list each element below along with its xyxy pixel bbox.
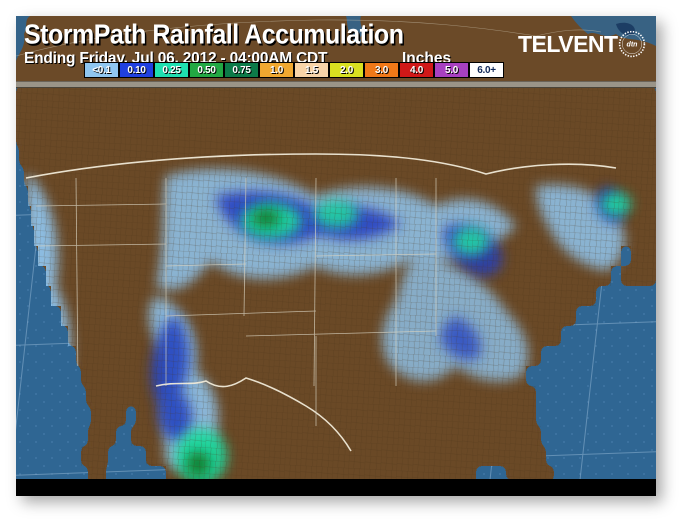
svg-text:dtn: dtn xyxy=(627,42,638,49)
